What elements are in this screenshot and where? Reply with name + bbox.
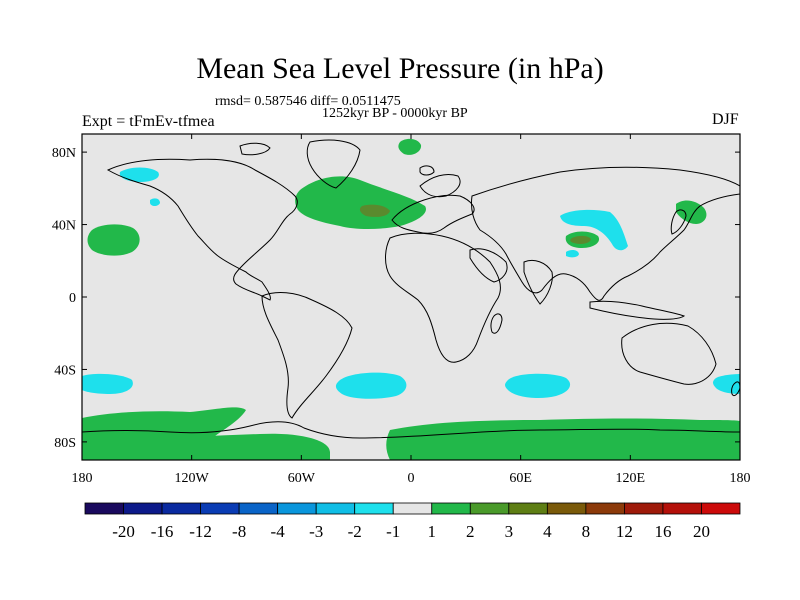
colorbar-swatch <box>315 502 356 515</box>
anomaly-north-pacific-small <box>150 198 160 206</box>
indonesia-coast <box>589 300 686 320</box>
anomaly-north-atlantic <box>295 176 426 229</box>
lon-tick-label: 0 <box>408 471 415 486</box>
colorbar-swatch <box>662 502 702 515</box>
experiment-label: Expt = tFmEv-tfmea <box>82 113 215 130</box>
lon-tick-label: 180 <box>730 471 751 486</box>
colorbar-swatch <box>354 502 394 515</box>
south-america-coast <box>261 292 353 419</box>
europe-coast <box>391 194 475 234</box>
lon-tick-label: 120E <box>616 471 646 486</box>
colorbar-label: -1 <box>386 522 400 541</box>
rmsd-diff-stats: rmsd= 0.587546 diff= 0.0511475 <box>215 94 401 109</box>
anomaly-south-pacific-east <box>713 374 740 394</box>
colorbar-label: -8 <box>232 522 246 541</box>
anomaly-antarctic-west <box>82 433 330 460</box>
map-background <box>82 134 740 460</box>
india-coast <box>523 259 553 305</box>
scandinavia-coast <box>419 173 461 198</box>
anomaly-south-china <box>566 249 579 258</box>
antarctica-coast <box>82 421 740 439</box>
australia-coast <box>621 322 717 385</box>
lat-tick-label: 80N <box>52 146 76 161</box>
colorbar-swatch <box>84 502 124 515</box>
colorbar-swatch <box>277 502 317 515</box>
colorbar-label: 12 <box>616 522 633 541</box>
colorbar-label: -4 <box>271 522 286 541</box>
map-title: Mean Sea Level Pressure (in hPa) <box>196 52 604 85</box>
colorbar-label: 2 <box>466 522 475 541</box>
time-period: 1252kyr BP - 0000kyr BP <box>322 106 468 121</box>
anomaly-southern-ocean-east <box>386 418 740 460</box>
lat-tick-label: 0 <box>69 291 76 306</box>
colorbar: -20 -16 -12 -8 -4 -3 -2 -1 1 2 3 4 8 12 16 20 <box>84 502 741 541</box>
africa-coast <box>385 232 501 363</box>
colorbar-label: 4 <box>543 522 552 541</box>
lat-tick-label: 80S <box>54 436 76 451</box>
colorbar-swatch <box>200 502 240 515</box>
anomaly-arctic-atlantic <box>398 138 422 155</box>
lon-tick-label: 180 <box>72 471 93 486</box>
colorbar-swatch <box>508 502 548 515</box>
colorbar-swatch <box>238 502 279 515</box>
colorbar-swatch <box>161 502 201 515</box>
anomaly-south-atlantic <box>335 372 407 399</box>
season-label: DJF <box>712 111 739 128</box>
arabia-coast <box>469 248 508 283</box>
lon-tick-label: 60W <box>288 471 316 486</box>
lon-tick-label: 60E <box>509 471 532 486</box>
colorbar-label: 16 <box>654 522 671 541</box>
anomaly-central-pacific <box>87 224 140 256</box>
lat-tick-label: 40S <box>54 363 76 378</box>
colorbar-swatch <box>701 502 741 515</box>
colorbar-label: -3 <box>309 522 323 541</box>
north-america-coast <box>106 158 298 301</box>
new-zealand-coast <box>731 381 740 397</box>
colorbar-label: -2 <box>348 522 362 541</box>
anomaly-tibet-core <box>570 235 591 244</box>
colorbar-label: 8 <box>582 522 591 541</box>
longitude-axis: 180 120W 60W 0 60E 120E 180 <box>72 134 751 486</box>
asia-coast <box>471 166 740 301</box>
colorbar-swatch <box>624 502 664 515</box>
japan-coast <box>670 209 687 235</box>
coastlines <box>82 139 740 439</box>
colorbar-swatch <box>431 502 471 515</box>
anomaly-north-atlantic-core <box>359 204 390 217</box>
lat-tick-label: 40N <box>52 219 76 234</box>
colorbar-label: 1 <box>428 522 437 541</box>
latitude-axis: 80N 40N 0 40S 80S <box>52 146 740 451</box>
colorbar-label: 20 <box>693 522 710 541</box>
anomaly-south-indian <box>505 373 571 398</box>
colorbar-swatch <box>585 502 625 515</box>
colorbar-swatch <box>469 502 510 515</box>
anomaly-asia-north <box>560 209 628 251</box>
greenland-coast <box>306 139 361 189</box>
anomaly-south-pacific-west <box>82 373 133 394</box>
colorbar-swatch <box>546 502 587 515</box>
madagascar-coast <box>490 313 503 334</box>
colorbar-swatch <box>392 502 433 515</box>
colorbar-label: 3 <box>505 522 514 541</box>
colorbar-label: -12 <box>189 522 212 541</box>
lon-tick-label: 120W <box>175 471 210 486</box>
colorbar-label: -16 <box>151 522 174 541</box>
anomaly-contours <box>82 138 740 460</box>
arctic-islands-coast <box>239 142 435 176</box>
anomaly-north-pacific <box>119 167 159 182</box>
colorbar-label: -20 <box>112 522 135 541</box>
colorbar-swatch <box>123 502 163 515</box>
